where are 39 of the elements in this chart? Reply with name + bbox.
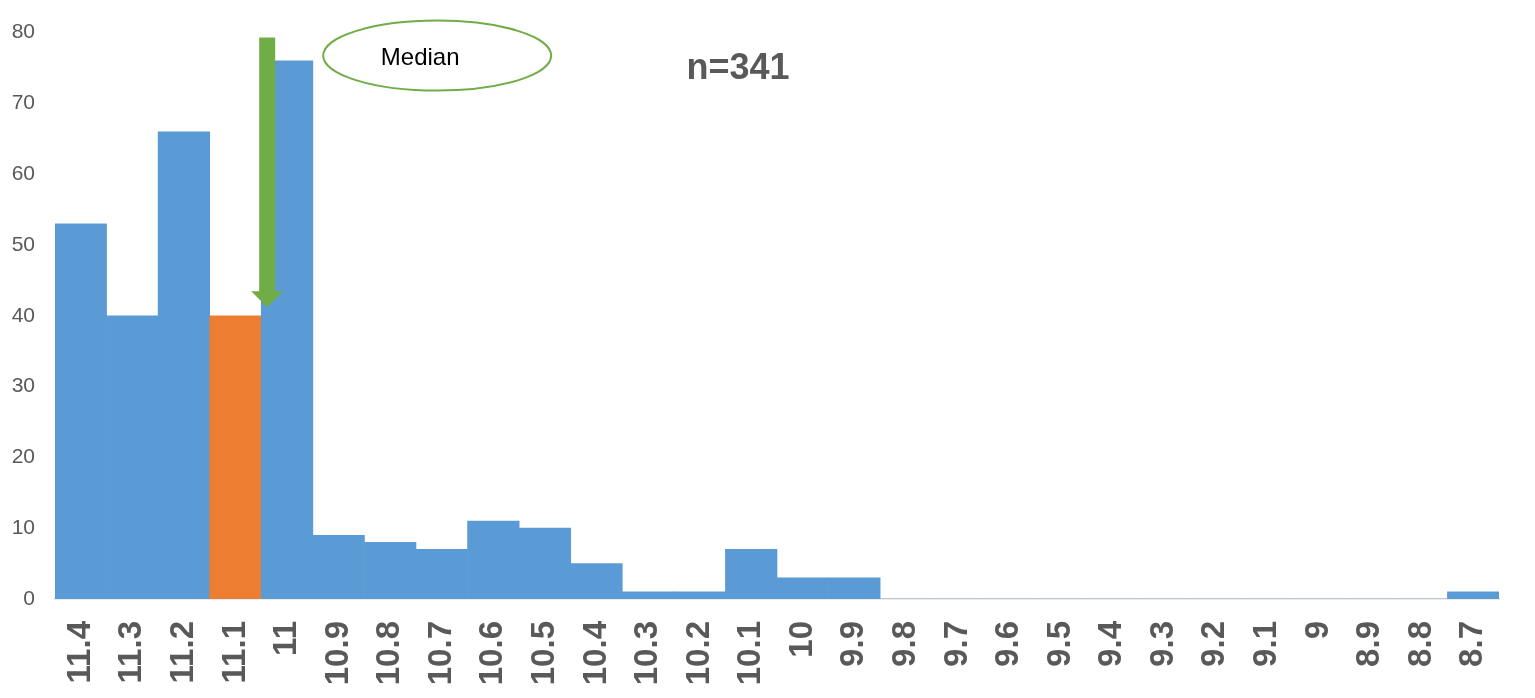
- y-tick-label: 40: [11, 302, 35, 326]
- x-tick-label: 10.6: [472, 621, 510, 686]
- x-tick-label: 8.8: [1400, 621, 1438, 667]
- annotation: Median: [380, 43, 460, 71]
- x-tick-label: 11.3: [111, 621, 149, 684]
- x-tick-label: 10.2: [678, 621, 716, 686]
- x-tick-label: 9.8: [885, 621, 923, 667]
- x-tick-label: 10.1: [730, 621, 768, 686]
- x-tick-label: 9.1: [1246, 621, 1284, 667]
- x-tick-label: 10.7: [420, 621, 458, 686]
- x-tick-label: 10: [781, 621, 819, 658]
- y-tick-label: 30: [11, 373, 35, 397]
- y-tick-label: 20: [11, 444, 35, 468]
- y-tick-label: 50: [11, 231, 35, 255]
- x-tick-label: 10.8: [369, 621, 407, 686]
- x-tick-label: 9.6: [988, 621, 1026, 667]
- x-tick-label: 11.1: [214, 621, 252, 684]
- y-tick-label: 70: [11, 90, 35, 114]
- x-tick-label: 8.7: [1452, 621, 1490, 667]
- x-tick-label: 9.4: [1091, 620, 1129, 667]
- x-tick-label: 9.9: [833, 621, 871, 667]
- x-tick-label: 9: [1297, 621, 1335, 640]
- x-tick-label: 10.3: [627, 621, 665, 686]
- x-tick-label: 10.9: [317, 621, 355, 686]
- x-tick-label: 9.7: [936, 621, 974, 667]
- x-tick-label: 10.5: [524, 621, 562, 686]
- x-tick-label: 9.2: [1194, 621, 1232, 667]
- y-tick-label: 0: [23, 585, 35, 609]
- y-tick-label: 10: [11, 515, 35, 538]
- x-tick-label: 9.3: [1142, 621, 1180, 667]
- chart-title: n=341: [686, 45, 790, 87]
- y-tick-label: 60: [11, 161, 35, 184]
- y-tick-label: 80: [11, 19, 35, 43]
- x-tick-label: 10.4: [575, 620, 613, 686]
- x-tick-label: 11: [266, 621, 304, 656]
- x-tick-label: 11.4: [59, 620, 97, 684]
- x-tick-label: 8.9: [1349, 621, 1387, 667]
- x-tick-label: 11.2: [163, 621, 201, 684]
- x-tick-label: 9.5: [1039, 621, 1077, 667]
